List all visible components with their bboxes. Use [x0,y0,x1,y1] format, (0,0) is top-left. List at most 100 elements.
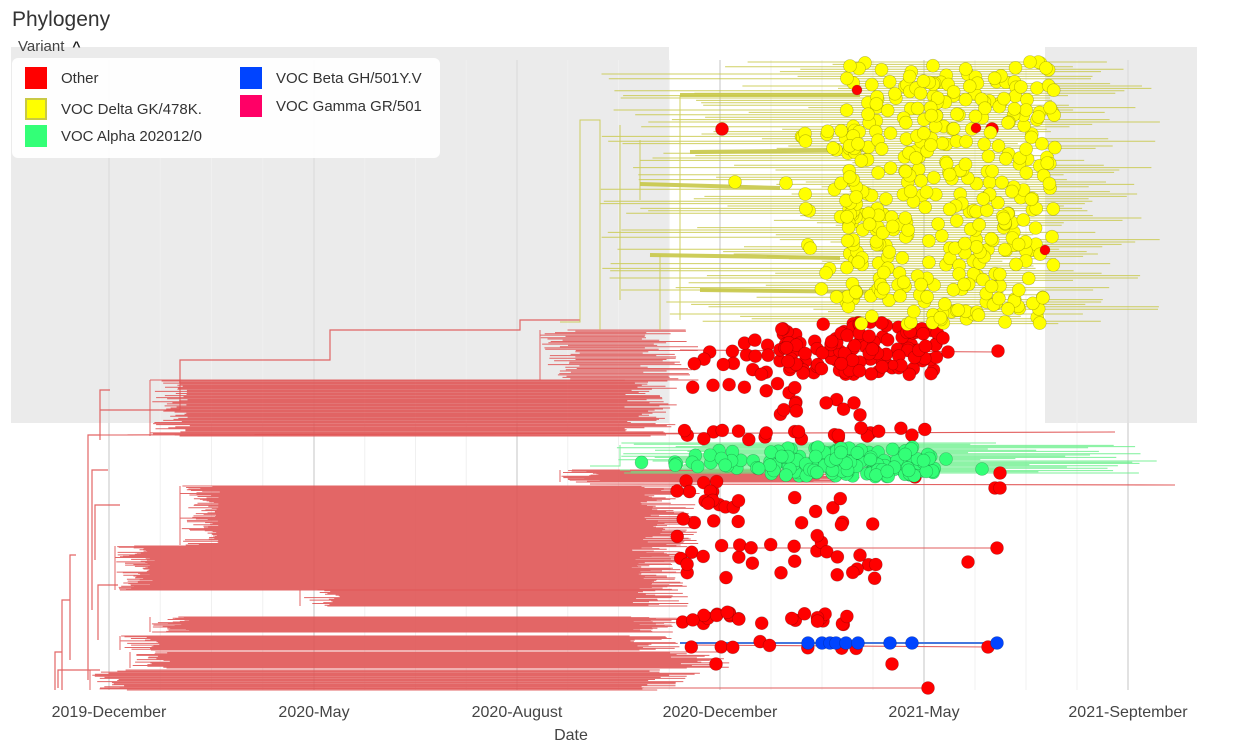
tip-point [1001,302,1015,316]
tip-point [941,345,955,359]
tip-point [1032,316,1047,330]
tip-point [1021,271,1036,286]
tip-point [865,517,880,531]
tip-point [921,234,936,248]
tip-point [959,134,973,149]
tip-point [921,681,935,695]
tip-point [901,463,916,478]
legend-toggle[interactable]: Variant ^ [18,38,81,55]
tip-point [995,175,1009,190]
tip-point [731,612,746,626]
tip-point [737,380,752,395]
tip-point [810,528,825,543]
tip-point [867,571,882,586]
tip-point [946,282,961,297]
tip-point [774,449,789,464]
tip-point [1011,283,1026,297]
tip-point [719,570,733,585]
tip-point [930,91,945,105]
tip-point [819,544,834,559]
tip-point [850,445,865,460]
legend-item-alpha[interactable]: VOC Alpha 202012/0 [25,125,202,147]
tip-point [851,137,865,151]
tip-point [862,217,877,231]
tip-point [977,137,992,151]
tip-point [826,500,840,515]
tip-point [1019,166,1034,180]
legend-item-gamma[interactable]: VOC Gamma GR/501 [240,95,422,117]
tree-edge [89,669,700,691]
tip-point [731,550,746,564]
tip-point [868,557,883,572]
tip-point [991,344,1005,358]
tip-point [992,291,1006,306]
tip-point [1048,140,1062,155]
tip-point [819,266,833,280]
tip-point [981,149,996,163]
tip-point [725,640,740,655]
tip-point [840,234,855,248]
tip-point [961,555,975,569]
tip-point [685,613,700,627]
chevron-up-icon: ^ [72,38,81,54]
legend-item-beta[interactable]: VOC Beta GH/501Y.V [240,67,422,89]
tip-point [1001,115,1015,130]
tip-point [751,461,766,476]
tip-point [761,348,775,363]
tip-point [983,125,998,140]
x-tick-label: 2021-September [1068,704,1188,721]
x-tick-label: 2020-May [278,704,349,721]
tip-point [882,74,897,89]
tip-point [946,121,961,136]
tip-point [950,107,964,121]
tip-point [918,200,933,215]
tip-point [883,126,898,140]
tip-point [840,328,855,343]
tip-point [949,213,964,228]
tip-point [914,277,928,292]
tip-point [987,71,1002,86]
highlight-panel [1045,47,1197,423]
tip-point [779,176,793,190]
x-tick-label: 2019-December [52,704,167,721]
tip-point [770,376,785,391]
tip-point [969,240,984,254]
x-axis-title: Date [554,727,588,744]
tip-point [985,164,1000,178]
tip-point [982,175,997,190]
legend-item-delta[interactable]: VOC Delta GK/478K. [25,98,202,120]
tip-point [781,354,795,369]
legend-swatch [25,98,47,120]
tip-point [759,426,774,440]
tip-point [810,614,825,629]
tip-point [787,490,802,505]
tip-point [709,657,723,671]
tip-point [916,126,931,140]
tree-tips [634,55,1062,695]
tip-point [926,58,940,73]
legend-item-other[interactable]: Other [25,67,99,89]
tip-point [847,338,862,353]
tip-point [677,423,692,438]
tip-point [776,402,791,417]
tip-point [894,421,908,436]
tree-edge [149,379,680,437]
tree-edge [114,545,690,591]
tip-point [924,108,939,123]
tip-point [975,462,989,476]
tip-point [916,326,931,341]
tip-point [998,315,1012,329]
tip-point [883,161,898,175]
tip-point [1012,151,1027,165]
tip-point [784,611,799,626]
tip-point [801,636,815,650]
tip-point [816,317,831,332]
tip-point [880,333,895,347]
x-tick-label: 2020-December [663,704,778,721]
tip-point [905,636,919,650]
tip-point [676,512,691,526]
tip-point [798,187,813,201]
tip-point [1028,221,1043,235]
legend-item-label: Other [61,69,99,87]
tip-point [854,421,868,435]
